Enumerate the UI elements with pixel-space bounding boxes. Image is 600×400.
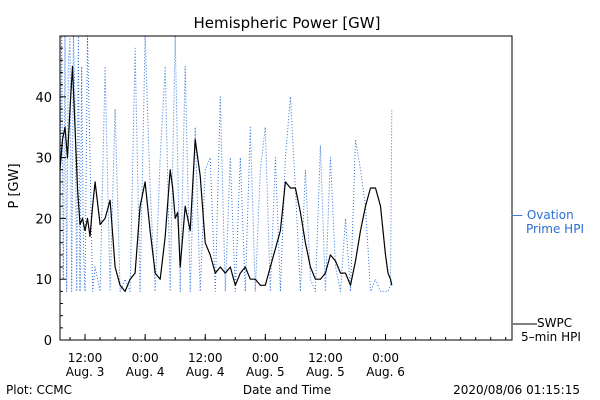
x-tick-label-date: Aug. 3	[66, 365, 105, 379]
legend-swpc-label: SWPC	[537, 316, 572, 330]
y-tick-label: 20	[35, 212, 52, 227]
x-tick-label-time: 12:00	[188, 351, 223, 365]
legend-ovation-label-2: Prime HPI	[526, 222, 584, 236]
y-axis-label: P [GW]	[7, 163, 22, 208]
x-tick-label-time: 12:00	[68, 351, 103, 365]
series-layer	[59, 35, 393, 292]
y-tick-label: 0	[44, 334, 52, 349]
x-tick-label-date: Aug. 6	[366, 365, 405, 379]
x-tick-label-time: 0:00	[132, 351, 159, 365]
x-tick-label-time: 12:00	[308, 351, 343, 365]
legend-ovation-label: — Ovation	[511, 208, 574, 222]
chart-title: Hemispheric Power [GW]	[194, 14, 381, 32]
x-tick-label-date: Aug. 4	[186, 365, 225, 379]
x-tick-label-date: Aug. 4	[126, 365, 165, 379]
plot-frame	[59, 35, 513, 341]
footer-plot-credit: Plot: CCMC	[6, 383, 72, 397]
series-ovation-line	[59, 35, 393, 292]
y-tick-label: 10	[35, 273, 52, 288]
x-tick-label-date: Aug. 5	[306, 365, 345, 379]
legend-swpc-label-2: 5–min HPI	[521, 330, 581, 344]
x-tick-label-time: 0:00	[252, 351, 279, 365]
y-tick-label: 30	[35, 152, 52, 167]
footer-timestamp: 2020/08/06 01:15:15	[453, 383, 580, 397]
x-axis-label: Date and Time	[243, 383, 331, 397]
x-tick-label-time: 0:00	[372, 351, 399, 365]
series-swpc-line	[59, 65, 393, 292]
y-tick-label: 40	[35, 91, 52, 106]
x-tick-label-date: Aug. 5	[246, 365, 285, 379]
